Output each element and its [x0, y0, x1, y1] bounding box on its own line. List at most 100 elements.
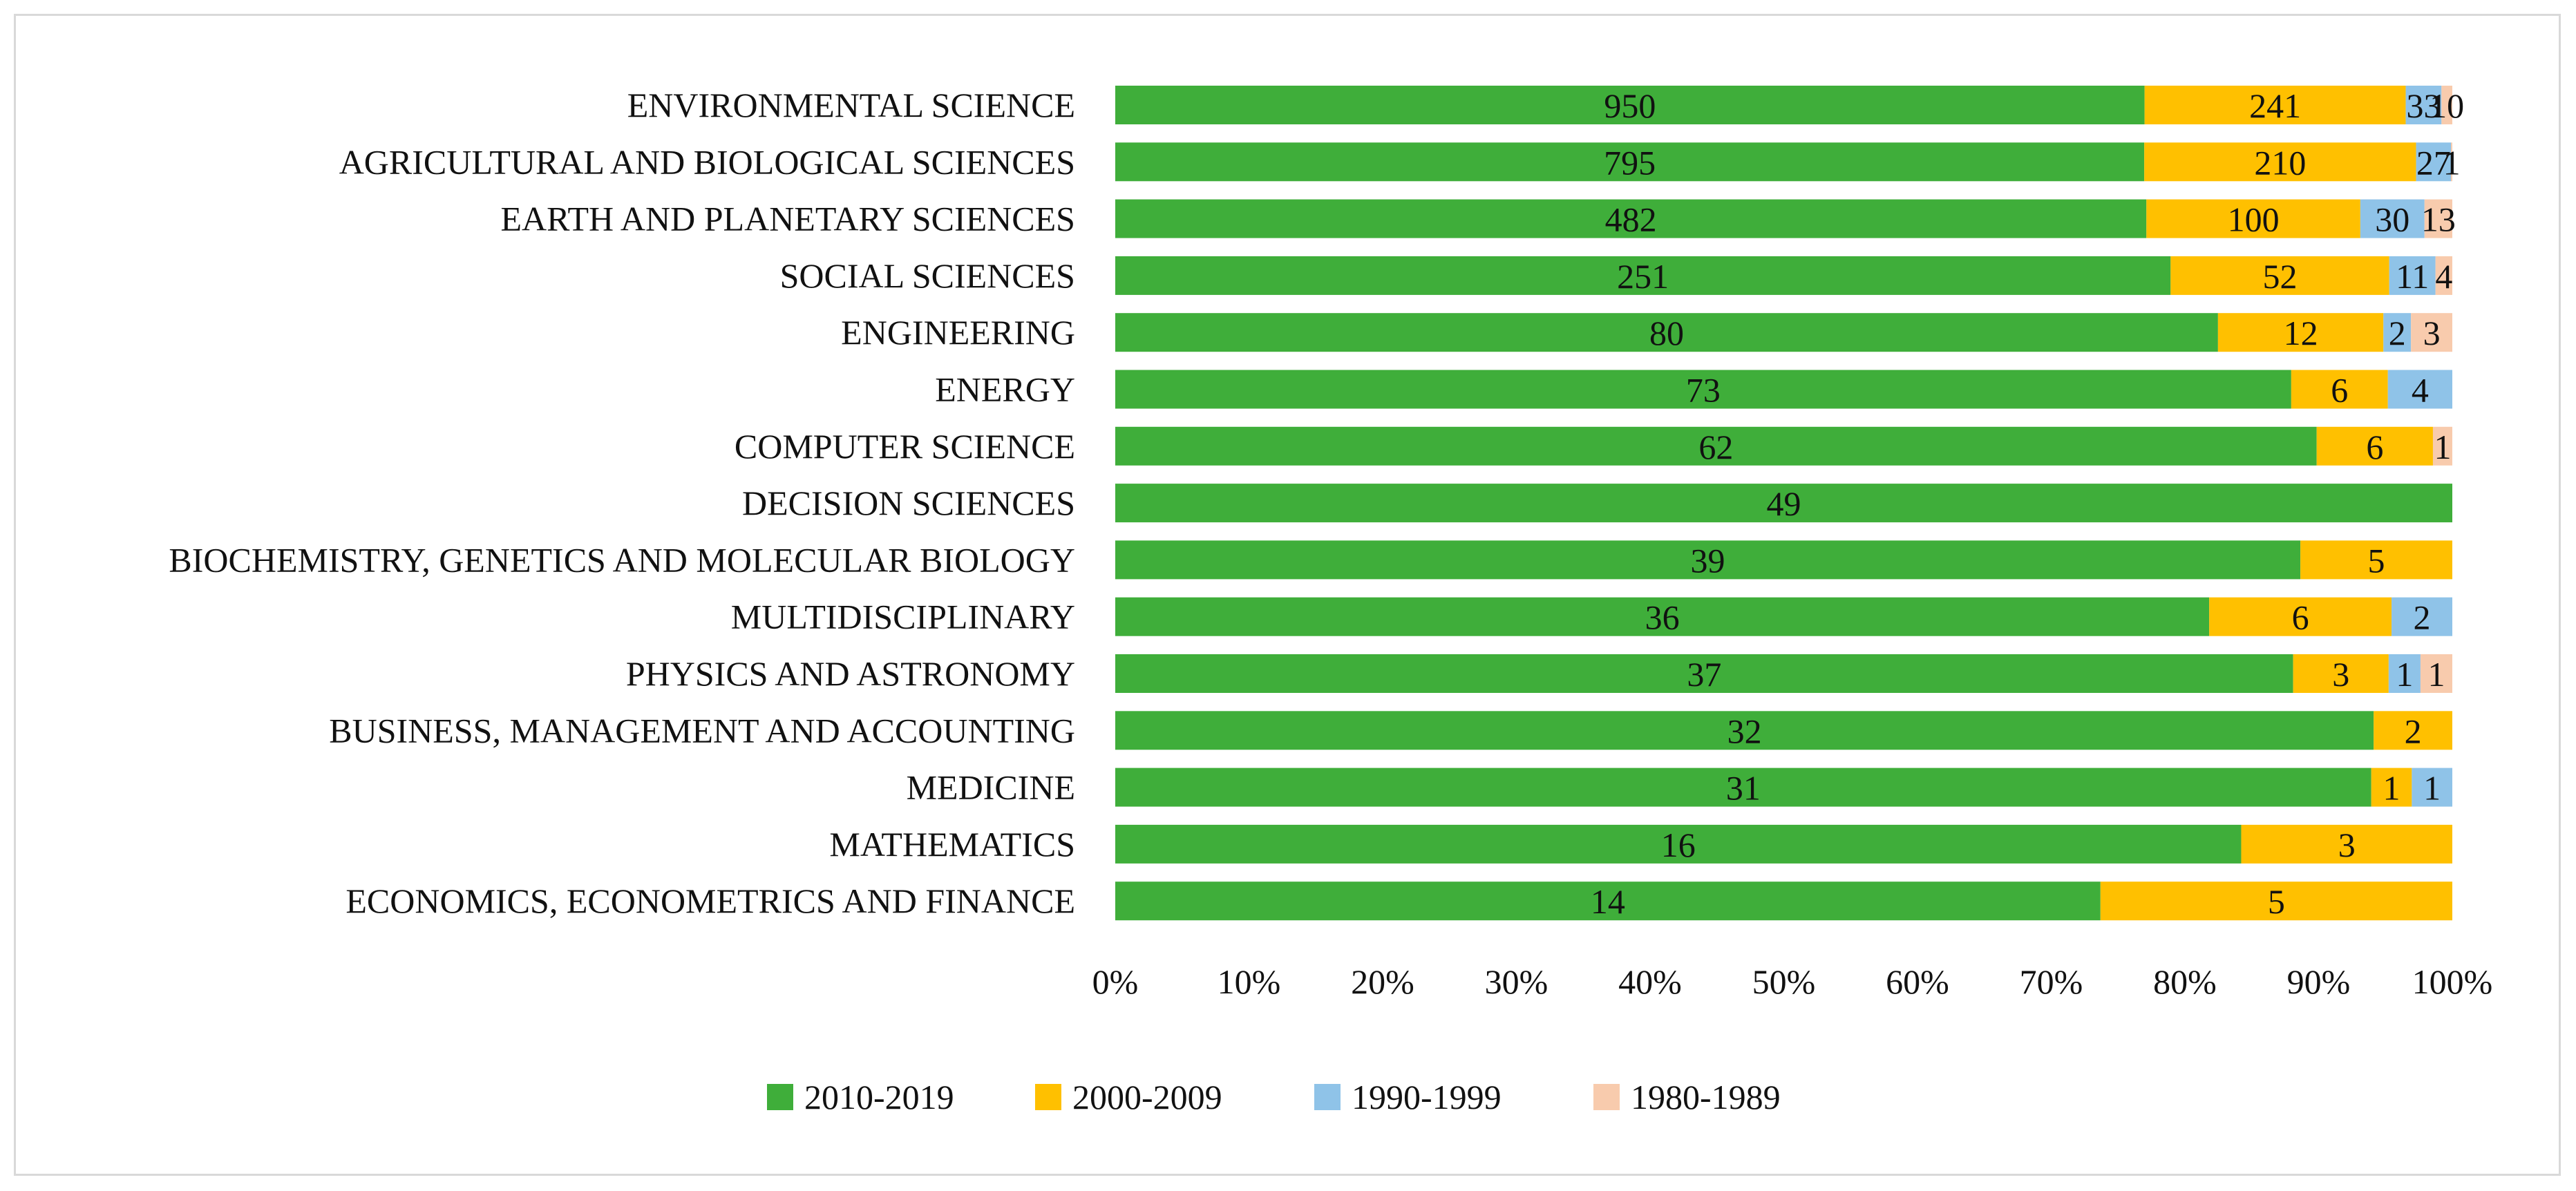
data-label: 251 — [1617, 257, 1669, 296]
data-label: 13 — [2421, 200, 2456, 239]
data-label: 80 — [1649, 314, 1684, 352]
data-label: 16 — [1661, 826, 1696, 864]
x-tick-label: 90% — [2287, 962, 2351, 1001]
bar-segment — [2388, 654, 2421, 693]
x-tick-label: 70% — [2020, 962, 2083, 1001]
data-label: 1 — [2443, 143, 2461, 182]
data-label: 3 — [2338, 826, 2356, 864]
legend-swatch — [767, 1084, 793, 1110]
bar-segment — [2146, 199, 2360, 238]
category-label: PHYSICS AND ASTRONOMY — [626, 654, 1075, 693]
legend-swatch — [1593, 1084, 1620, 1110]
category-label: ENVIRONMENTAL SCIENCE — [627, 86, 1075, 124]
bar-segment — [2432, 426, 2452, 466]
bar-segment — [1115, 370, 2291, 409]
data-label: 6 — [2292, 598, 2309, 637]
category-label: DECISION SCIENCES — [742, 484, 1075, 522]
data-label: 32 — [1727, 712, 1762, 750]
bar-segment — [2144, 142, 2416, 182]
data-label: 11 — [2396, 257, 2429, 296]
x-tick-label: 30% — [1485, 962, 1549, 1001]
bar-segment — [1115, 824, 2242, 864]
bar-segment — [2371, 768, 2412, 807]
data-label: 52 — [2263, 257, 2298, 296]
x-tick-label: 50% — [1752, 962, 1816, 1001]
data-label: 2 — [2414, 598, 2431, 637]
data-label: 950 — [1604, 86, 1656, 125]
bar-segment — [2316, 426, 2433, 466]
bar-segment — [2392, 597, 2452, 636]
category-label: MATHEMATICS — [829, 825, 1075, 864]
bar-segment — [1115, 199, 2147, 238]
legend-label: 2000-2009 — [1072, 1078, 1222, 1116]
bar-segment — [2291, 370, 2388, 409]
data-label: 5 — [2368, 541, 2385, 580]
data-label: 14 — [1591, 882, 1625, 921]
category-label: COMPUTER SCIENCE — [735, 427, 1075, 466]
bar-segment — [2451, 142, 2452, 182]
category-label: ENGINEERING — [841, 313, 1075, 352]
category-label: BIOCHEMISTRY, GENETICS AND MOLECULAR BIO… — [169, 540, 1075, 579]
bar-segment — [1115, 256, 2171, 295]
bar-segment — [1115, 484, 2452, 523]
data-label: 10 — [2430, 86, 2464, 125]
bar-segment — [1115, 597, 2210, 636]
bar-segment — [1115, 86, 2145, 124]
category-label: MULTIDISCIPLINARY — [731, 598, 1075, 636]
x-tick-label: 0% — [1092, 962, 1139, 1001]
data-label: 100 — [2228, 200, 2280, 239]
bar-segment — [1115, 711, 2374, 750]
legend-label: 2010-2019 — [804, 1078, 954, 1116]
data-label: 482 — [1605, 200, 1657, 239]
bar-segment — [2144, 86, 2406, 124]
data-label: 1 — [2434, 428, 2451, 466]
x-axis-ticks: 0% 10% 20% 30% 40% 50% 60% 70% 80% 90% 100% — [1092, 962, 2493, 1001]
bar-segment — [2416, 142, 2452, 182]
data-label: 37 — [1687, 655, 1721, 694]
data-label: 4 — [2435, 257, 2452, 296]
bar-segment — [2435, 256, 2452, 295]
data-label: 4 — [2412, 371, 2429, 410]
bar-segment — [2389, 256, 2436, 295]
data-label: 5 — [2268, 882, 2285, 921]
bar-segment — [2405, 86, 2442, 124]
bar-segment — [2374, 711, 2452, 750]
bar-segment — [1115, 768, 2371, 807]
data-label: 1 — [2423, 769, 2441, 808]
category-label: ENERGY — [935, 370, 1075, 409]
category-labels: ENVIRONMENTAL SCIENCE AGRICULTURAL AND BI… — [169, 86, 1075, 920]
bar-segment — [2100, 882, 2452, 921]
data-label: 39 — [1691, 541, 1725, 580]
data-label: 36 — [1645, 598, 1680, 637]
bar-segment — [1115, 142, 2145, 182]
category-label: SOCIAL SCIENCES — [780, 256, 1075, 295]
category-label: MEDICINE — [907, 768, 1075, 807]
x-tick-label: 40% — [1618, 962, 1682, 1001]
data-label: 30 — [2375, 200, 2409, 239]
x-tick-label: 80% — [2153, 962, 2217, 1001]
category-label: EARTH AND PLANETARY SCIENCES — [501, 200, 1075, 238]
bar-segment — [1115, 882, 2101, 921]
bar-segment — [2241, 824, 2452, 864]
data-label: 33 — [2406, 86, 2441, 125]
data-label: 2 — [2389, 314, 2406, 352]
bar-segment — [1115, 540, 2301, 580]
data-label: 1 — [2383, 769, 2400, 808]
bar-segment — [2420, 654, 2452, 693]
bar-segment — [2360, 199, 2425, 238]
bar-segment — [2383, 313, 2412, 352]
legend-label: 1990-1999 — [1352, 1078, 1502, 1116]
data-label: 6 — [2366, 428, 2383, 466]
x-tick-label: 10% — [1218, 962, 1281, 1001]
legend-label: 1980-1989 — [1631, 1078, 1781, 1116]
bar-segment — [2170, 256, 2389, 295]
data-label: 3 — [2332, 655, 2349, 694]
x-tick-label: 20% — [1351, 962, 1414, 1001]
bar-segment — [2424, 199, 2452, 238]
category-label: ECONOMICS, ECONOMETRICS AND FINANCE — [345, 882, 1075, 920]
legend: 2010-2019 2000-2009 1990-1999 1980-1989 — [767, 1078, 1781, 1116]
legend-swatch — [1314, 1084, 1341, 1110]
data-label: 3 — [2423, 314, 2441, 352]
data-label: 62 — [1698, 428, 1733, 466]
data-label: 73 — [1686, 371, 1721, 410]
